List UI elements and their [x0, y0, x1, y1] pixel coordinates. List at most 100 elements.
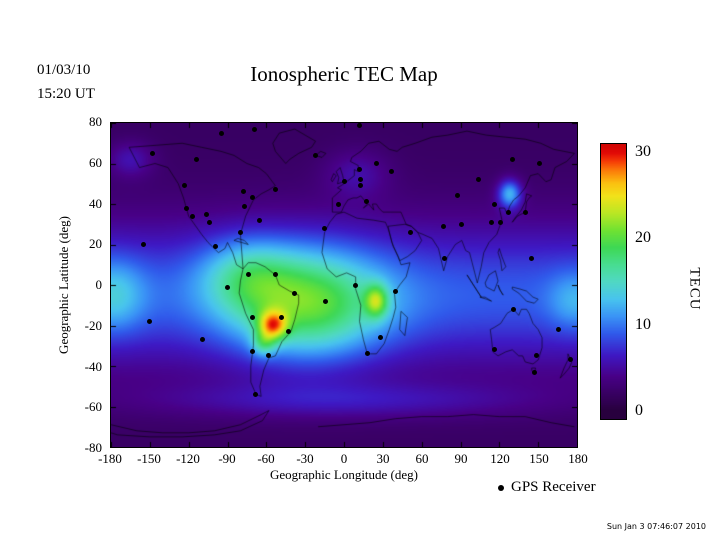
gps-receiver-dot — [323, 298, 329, 304]
gps-receiver-dot — [272, 187, 278, 193]
gps-receiver-dot — [357, 167, 363, 173]
gps-receiver-dot — [313, 152, 319, 158]
gps-receiver-dot — [353, 282, 359, 288]
x-tick-label: 180 — [568, 451, 588, 466]
gps-receiver-dot — [225, 284, 230, 290]
y-tick-label: 40 — [89, 195, 102, 211]
gps-receiver-dot — [556, 327, 562, 333]
gps-receiver-dot — [441, 223, 447, 229]
x-tick-label: -150 — [137, 451, 161, 466]
gps-receiver-dot — [357, 122, 363, 128]
gps-receiver-dot — [204, 211, 210, 217]
gps-receiver-dot — [534, 353, 540, 359]
colorbar-gradient — [601, 144, 626, 419]
map-plot — [110, 122, 578, 448]
gps-receiver-dot — [279, 314, 285, 320]
gps-receiver-dot — [147, 318, 153, 324]
gps-receiver-dot — [511, 306, 517, 312]
gps-receiver-marker-icon — [498, 484, 504, 491]
gps-receiver-dot — [213, 244, 219, 250]
gps-receiver-dot — [529, 256, 535, 262]
gps-receiver-dot — [536, 161, 542, 166]
x-tick-label: 0 — [340, 451, 348, 466]
tec-heatmap — [111, 123, 577, 447]
gps-receiver-dot — [505, 209, 511, 215]
y-tick-label: 60 — [89, 154, 102, 170]
gps-receiver-dot — [245, 272, 251, 278]
x-tick-label: -180 — [98, 451, 122, 466]
gps-receiver-dot — [285, 329, 291, 335]
gps-receiver-dot — [509, 156, 515, 162]
x-tick-label: 150 — [529, 451, 549, 466]
gps-receiver-legend-label: GPS Receiver — [511, 479, 596, 495]
gps-receiver-dot — [206, 219, 212, 225]
y-tick-labels: 80 60 40 20 0 -20 -40 -60 -80 — [68, 114, 104, 455]
gps-receiver-dot — [393, 288, 399, 294]
gps-receiver-dot — [200, 337, 206, 343]
y-tick-label: -40 — [84, 358, 102, 374]
colorbar-tick-label: 30 — [635, 142, 651, 160]
colorbar-tick-label: 0 — [635, 402, 643, 420]
gps-receiver-dot — [272, 272, 278, 278]
y-tick-label: 80 — [89, 114, 102, 129]
gps-receiver-dot — [455, 193, 461, 199]
gps-receiver-dot — [253, 391, 259, 397]
y-tick-label: 0 — [95, 277, 103, 292]
gps-receiver-dot — [373, 161, 379, 166]
gps-receiver-dot — [358, 177, 364, 183]
x-tick-label: 60 — [415, 451, 429, 466]
gps-receiver-dot — [193, 156, 199, 162]
y-tick-label: -60 — [84, 399, 102, 415]
colorbar-tick-label: 10 — [635, 315, 651, 333]
gps-receiver-legend: GPS Receiver — [498, 479, 596, 496]
generation-timestamp: Sun Jan 3 07:46:07 2010 — [606, 522, 706, 531]
gps-receiver-dot — [140, 242, 146, 247]
gps-receiver-dot — [341, 179, 347, 185]
gps-receiver-dot — [389, 169, 395, 175]
gps-receiver-dot — [257, 217, 263, 223]
gps-receiver-dot — [249, 349, 255, 355]
x-tick-label: -120 — [176, 451, 200, 466]
gps-receiver-dot — [241, 203, 247, 209]
gps-receiver-dot — [498, 219, 504, 225]
y-tick-label: -20 — [84, 317, 102, 333]
colorbar-tick-labels: 30 20 10 0 — [635, 143, 669, 420]
gps-receiver-dot — [363, 199, 369, 205]
x-axis-label: Geographic Longitude (deg) — [269, 467, 418, 482]
gps-receiver-dot — [183, 205, 189, 211]
gps-receiver-dot — [377, 335, 383, 341]
x-tick-label: -60 — [257, 451, 275, 466]
gps-receiver-dot — [182, 183, 188, 189]
gps-receiver-dot — [476, 177, 482, 183]
gps-receiver-dot — [218, 130, 224, 136]
gps-receiver-dot — [522, 209, 528, 215]
gps-receiver-dot — [531, 369, 537, 375]
gps-receiver-dot — [489, 219, 495, 225]
colorbar-unit-label: TECU — [686, 267, 703, 311]
gps-receiver-dot — [322, 225, 328, 231]
gps-receiver-dot — [336, 201, 342, 207]
gps-receiver-dot — [252, 126, 258, 132]
observation-datetime: 01/03/10 15:20 UT — [37, 58, 95, 106]
gps-receiver-dot — [442, 256, 448, 262]
x-tick-label: -90 — [218, 451, 236, 466]
gps-receiver-dot — [249, 314, 255, 320]
gps-receiver-dot — [240, 189, 246, 195]
y-tick-label: 20 — [89, 236, 102, 252]
y-tick-label: -80 — [84, 440, 102, 455]
gps-receiver-dot — [459, 221, 465, 227]
gps-receiver-dot — [407, 229, 413, 235]
gps-receiver-dot — [266, 353, 272, 359]
gps-receiver-dot — [358, 183, 364, 189]
colorbar-tick-label: 20 — [635, 229, 651, 247]
page-title: Ionospheric TEC Map — [250, 62, 438, 86]
x-tick-labels: -180 -150 -120 -90 -60 -30 0 30 60 90 120 150 180 — [98, 451, 588, 467]
gps-receiver-dot — [491, 201, 497, 207]
gps-receiver-dot — [237, 229, 243, 235]
gps-receiver-dot — [364, 351, 370, 357]
gps-receiver-dot — [292, 290, 298, 296]
observation-time: 15:20 UT — [37, 86, 95, 102]
observation-date: 01/03/10 — [37, 62, 91, 78]
gps-receiver-dot — [491, 347, 497, 353]
